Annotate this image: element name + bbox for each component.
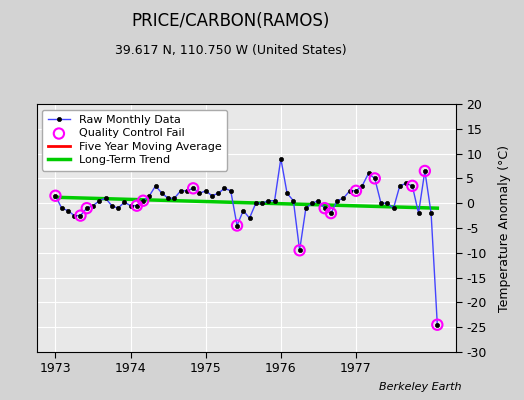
Raw Monthly Data (290, 198, 297, 203)
Text: 39.617 N, 110.750 W (United States): 39.617 N, 110.750 W (United States) (115, 44, 346, 57)
Quality Control Fail (327, 210, 335, 216)
Raw Monthly Data (278, 156, 284, 161)
Quality Control Fail (296, 247, 304, 254)
Legend: Raw Monthly Data, Quality Control Fail, Five Year Moving Average, Long-Term Tren: Raw Monthly Data, Quality Control Fail, … (42, 110, 227, 171)
Quality Control Fail (370, 175, 379, 182)
Text: PRICE/CARBON(RAMOS): PRICE/CARBON(RAMOS) (132, 12, 330, 30)
Raw Monthly Data (390, 206, 397, 210)
Quality Control Fail (189, 185, 198, 192)
Quality Control Fail (77, 212, 85, 219)
Raw Monthly Data (52, 193, 59, 198)
Raw Monthly Data (84, 206, 90, 210)
Quality Control Fail (51, 192, 60, 199)
Quality Control Fail (321, 205, 329, 211)
Quality Control Fail (139, 198, 147, 204)
Quality Control Fail (233, 222, 241, 229)
Raw Monthly Data (127, 203, 134, 208)
Quality Control Fail (352, 188, 360, 194)
Quality Control Fail (421, 168, 429, 174)
Raw Monthly Data (434, 322, 441, 327)
Text: Berkeley Earth: Berkeley Earth (379, 382, 461, 392)
Quality Control Fail (133, 202, 141, 209)
Raw Monthly Data (152, 184, 159, 188)
Line: Raw Monthly Data: Raw Monthly Data (53, 156, 440, 327)
Raw Monthly Data (240, 208, 246, 213)
Quality Control Fail (408, 183, 417, 189)
Y-axis label: Temperature Anomaly (°C): Temperature Anomaly (°C) (498, 144, 511, 312)
Quality Control Fail (83, 205, 91, 211)
Quality Control Fail (433, 322, 442, 328)
